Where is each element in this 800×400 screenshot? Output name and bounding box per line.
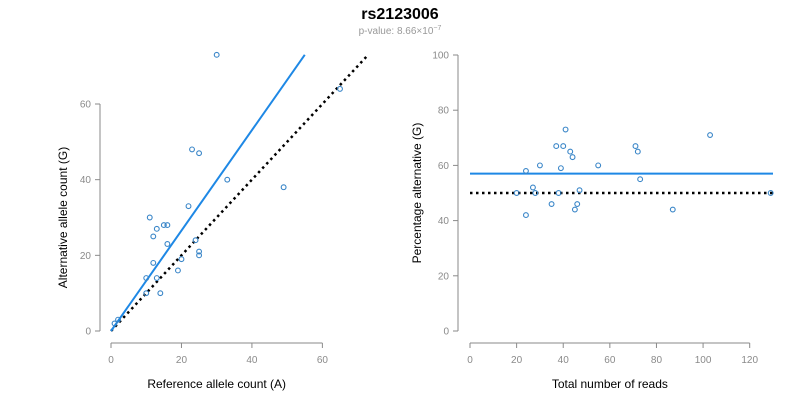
right-data-point	[562, 126, 569, 133]
left-y-tick-label: 0	[85, 327, 91, 338]
chart-subtitle: p-value: 8.66×10−7	[359, 25, 442, 37]
left-data-point	[196, 248, 203, 255]
right-data-point	[637, 176, 644, 183]
chart-title: rs2123006	[361, 6, 439, 23]
left-y-tick-label: 40	[80, 175, 92, 186]
left-x-tick-label: 40	[246, 355, 258, 366]
right-y-tick-label: 0	[443, 327, 449, 338]
right-data-point	[557, 165, 564, 172]
left-scatter-panel: 0 20 40 60 0 20 40 60 Reference allele count (A)…	[56, 51, 370, 391]
left-y-tick-label: 20	[80, 251, 92, 262]
right-data-point	[553, 143, 560, 150]
left-data-point	[115, 316, 121, 323]
left-data-point	[153, 275, 160, 281]
right-x-axis-label: Total number of reads	[552, 377, 668, 391]
right-data-point	[669, 206, 676, 213]
right-data-point	[522, 212, 529, 219]
left-data-point	[111, 320, 118, 327]
left-x-tick-label: 0	[108, 355, 114, 366]
right-data-point	[707, 132, 714, 138]
right-y-tick-label: 40	[438, 216, 450, 227]
right-x-tick-label: 60	[604, 355, 616, 366]
right-data-point	[560, 143, 567, 150]
left-data-point	[196, 252, 203, 259]
right-x-tick-label: 40	[558, 355, 570, 366]
left-data-point	[185, 203, 192, 210]
left-data-point	[150, 259, 157, 266]
left-data-point	[160, 222, 167, 229]
right-data-point	[513, 190, 520, 196]
right-data-point	[529, 184, 536, 191]
left-data-point	[143, 290, 150, 297]
left-x-tick-label: 60	[317, 355, 329, 366]
right-data-point	[522, 167, 529, 174]
right-data-point	[595, 162, 602, 169]
left-x-axis-label: Reference allele count (A)	[147, 377, 286, 391]
right-y-tick-label: 60	[438, 161, 450, 172]
left-data-point	[189, 146, 195, 153]
right-y-axis-label: Percentage alternative (G)	[410, 123, 424, 264]
left-data-point	[153, 225, 160, 232]
right-x-tick-label: 20	[511, 355, 523, 366]
left-data-point	[280, 184, 287, 191]
right-data-point	[548, 201, 555, 207]
right-data-point	[536, 162, 543, 169]
right-data-point	[576, 187, 583, 194]
left-data-point	[164, 241, 171, 247]
left-data-point	[146, 214, 153, 221]
right-y-tick-label: 20	[438, 271, 450, 282]
left-y-axis-label: Alternative allele count (G)	[56, 147, 70, 288]
right-x-tick-label: 80	[651, 355, 663, 366]
left-data-point	[164, 222, 171, 229]
left-data-point	[224, 176, 231, 183]
left-data-point	[213, 51, 220, 58]
right-data-point	[571, 206, 578, 213]
subtitle-exponent: −7	[433, 25, 441, 32]
left-y-tick-label: 60	[80, 100, 92, 111]
right-y-tick-label: 80	[438, 106, 450, 117]
right-data-point	[632, 143, 639, 150]
left-data-point	[157, 290, 164, 297]
right-x-tick-label: 100	[695, 355, 712, 366]
right-data-point	[569, 154, 576, 161]
left-data-point	[143, 275, 150, 281]
left-reference-line	[110, 53, 370, 332]
right-x-tick-label: 120	[741, 355, 758, 366]
left-data-point	[337, 85, 343, 92]
left-data-point	[150, 233, 157, 240]
left-x-tick-label: 20	[176, 355, 188, 366]
right-y-tick-label: 100	[432, 51, 449, 62]
left-data-point	[178, 256, 185, 263]
right-data-point	[767, 190, 774, 196]
right-scatter-panel: 0 20 40 60 80 100 120 0 20 40 60 80 100 Total number …	[410, 51, 774, 391]
right-data-point	[567, 148, 574, 155]
left-data-point	[192, 237, 199, 244]
right-x-tick-label: 0	[467, 355, 473, 366]
left-data-point	[196, 150, 203, 157]
right-data-point	[532, 190, 539, 196]
right-data-point	[555, 190, 562, 196]
left-data-point	[174, 267, 181, 274]
left-fit-line	[110, 54, 306, 332]
right-data-point	[634, 148, 641, 155]
subtitle-pvalue: p-value: 8.66×10	[359, 26, 434, 37]
right-data-point	[574, 201, 581, 207]
